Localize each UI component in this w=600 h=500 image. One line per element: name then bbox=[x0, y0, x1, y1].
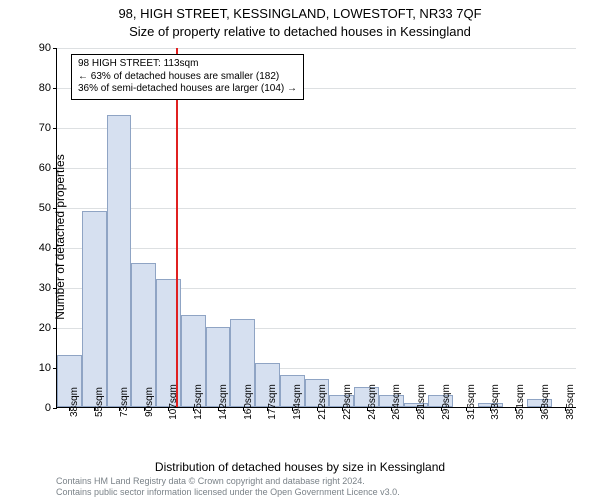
callout-line2: ← 63% of detached houses are smaller (18… bbox=[78, 71, 297, 84]
reference-line bbox=[176, 48, 178, 407]
xtick-label: 160sqm bbox=[243, 384, 254, 420]
page-title-line2: Size of property relative to detached ho… bbox=[0, 24, 600, 39]
xtick-label: 368sqm bbox=[540, 384, 551, 420]
xtick-label: 212sqm bbox=[317, 384, 328, 420]
ytick-mark bbox=[53, 328, 57, 329]
attribution-footer: Contains HM Land Registry data © Crown c… bbox=[56, 476, 400, 498]
ytick-mark bbox=[53, 408, 57, 409]
xtick-label: 229sqm bbox=[342, 384, 353, 420]
page-title-line1: 98, HIGH STREET, KESSINGLAND, LOWESTOFT,… bbox=[0, 6, 600, 21]
histogram-bar bbox=[82, 211, 107, 407]
ytick-label: 60 bbox=[39, 162, 51, 174]
footer-line2: Contains public sector information licen… bbox=[56, 487, 400, 498]
plot-area: 010203040506070809038sqm55sqm73sqm90sqm1… bbox=[56, 48, 576, 408]
xtick-label: 90sqm bbox=[144, 387, 155, 417]
ytick-label: 40 bbox=[39, 242, 51, 254]
ytick-label: 90 bbox=[39, 42, 51, 54]
xtick-label: 333sqm bbox=[490, 384, 501, 420]
callout-box: 98 HIGH STREET: 113sqm← 63% of detached … bbox=[71, 54, 304, 100]
gridline bbox=[57, 48, 576, 49]
xtick-label: 55sqm bbox=[94, 387, 105, 417]
xtick-label: 125sqm bbox=[193, 384, 204, 420]
ytick-label: 30 bbox=[39, 282, 51, 294]
xtick-label: 246sqm bbox=[367, 384, 378, 420]
xtick-label: 351sqm bbox=[515, 384, 526, 420]
xtick-label: 107sqm bbox=[168, 384, 179, 420]
ytick-mark bbox=[53, 208, 57, 209]
xtick-label: 264sqm bbox=[391, 384, 402, 420]
ytick-mark bbox=[53, 288, 57, 289]
xtick-label: 385sqm bbox=[565, 384, 576, 420]
ytick-mark bbox=[53, 88, 57, 89]
chart-container: 98, HIGH STREET, KESSINGLAND, LOWESTOFT,… bbox=[0, 0, 600, 500]
gridline bbox=[57, 248, 576, 249]
gridline bbox=[57, 128, 576, 129]
ytick-label: 0 bbox=[45, 402, 51, 414]
xtick-label: 177sqm bbox=[267, 384, 278, 420]
ytick-mark bbox=[53, 168, 57, 169]
ytick-mark bbox=[53, 248, 57, 249]
xtick-label: 142sqm bbox=[218, 384, 229, 420]
xtick-label: 38sqm bbox=[69, 387, 80, 417]
callout-line3: 36% of semi-detached houses are larger (… bbox=[78, 83, 297, 96]
xtick-label: 299sqm bbox=[441, 384, 452, 420]
xtick-label: 73sqm bbox=[119, 387, 130, 417]
gridline bbox=[57, 168, 576, 169]
x-axis-label: Distribution of detached houses by size … bbox=[0, 460, 600, 474]
footer-line1: Contains HM Land Registry data © Crown c… bbox=[56, 476, 400, 487]
gridline bbox=[57, 208, 576, 209]
xtick-label: 316sqm bbox=[466, 384, 477, 420]
ytick-label: 10 bbox=[39, 362, 51, 374]
histogram-bar bbox=[107, 115, 132, 407]
ytick-label: 80 bbox=[39, 82, 51, 94]
histogram-bar bbox=[131, 263, 156, 407]
ytick-mark bbox=[53, 128, 57, 129]
ytick-mark bbox=[53, 48, 57, 49]
xtick-label: 281sqm bbox=[416, 384, 427, 420]
ytick-label: 70 bbox=[39, 122, 51, 134]
callout-line1: 98 HIGH STREET: 113sqm bbox=[78, 58, 297, 71]
ytick-label: 20 bbox=[39, 322, 51, 334]
ytick-label: 50 bbox=[39, 202, 51, 214]
xtick-label: 194sqm bbox=[292, 384, 303, 420]
